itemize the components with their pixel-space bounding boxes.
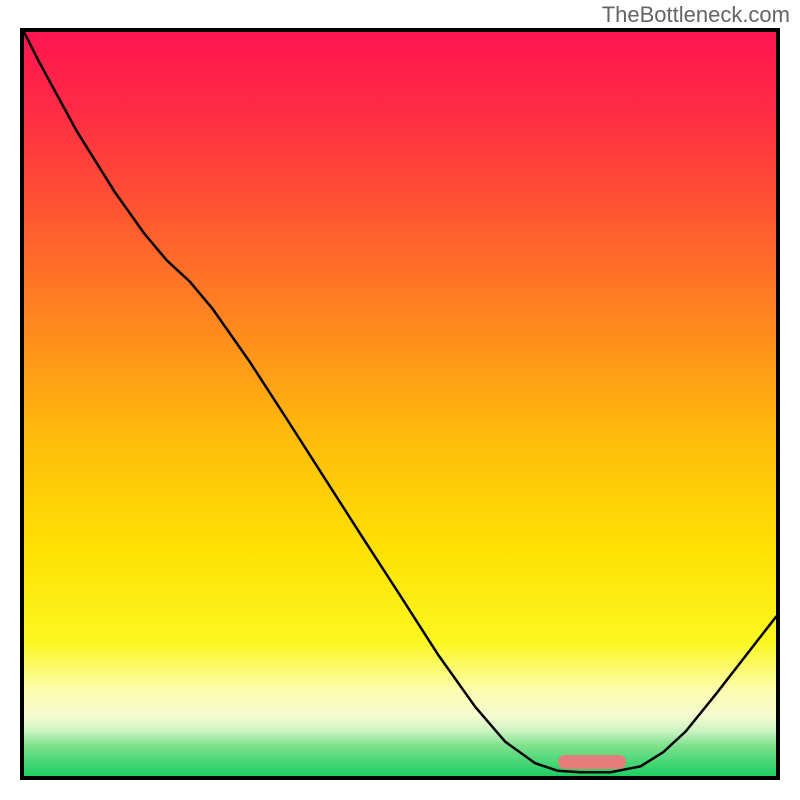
plot-frame bbox=[20, 28, 780, 780]
curve-line bbox=[24, 32, 776, 772]
optimal-range-marker bbox=[558, 755, 626, 769]
bottleneck-curve-chart bbox=[24, 32, 776, 776]
watermark-text: TheBottleneck.com bbox=[602, 2, 790, 28]
